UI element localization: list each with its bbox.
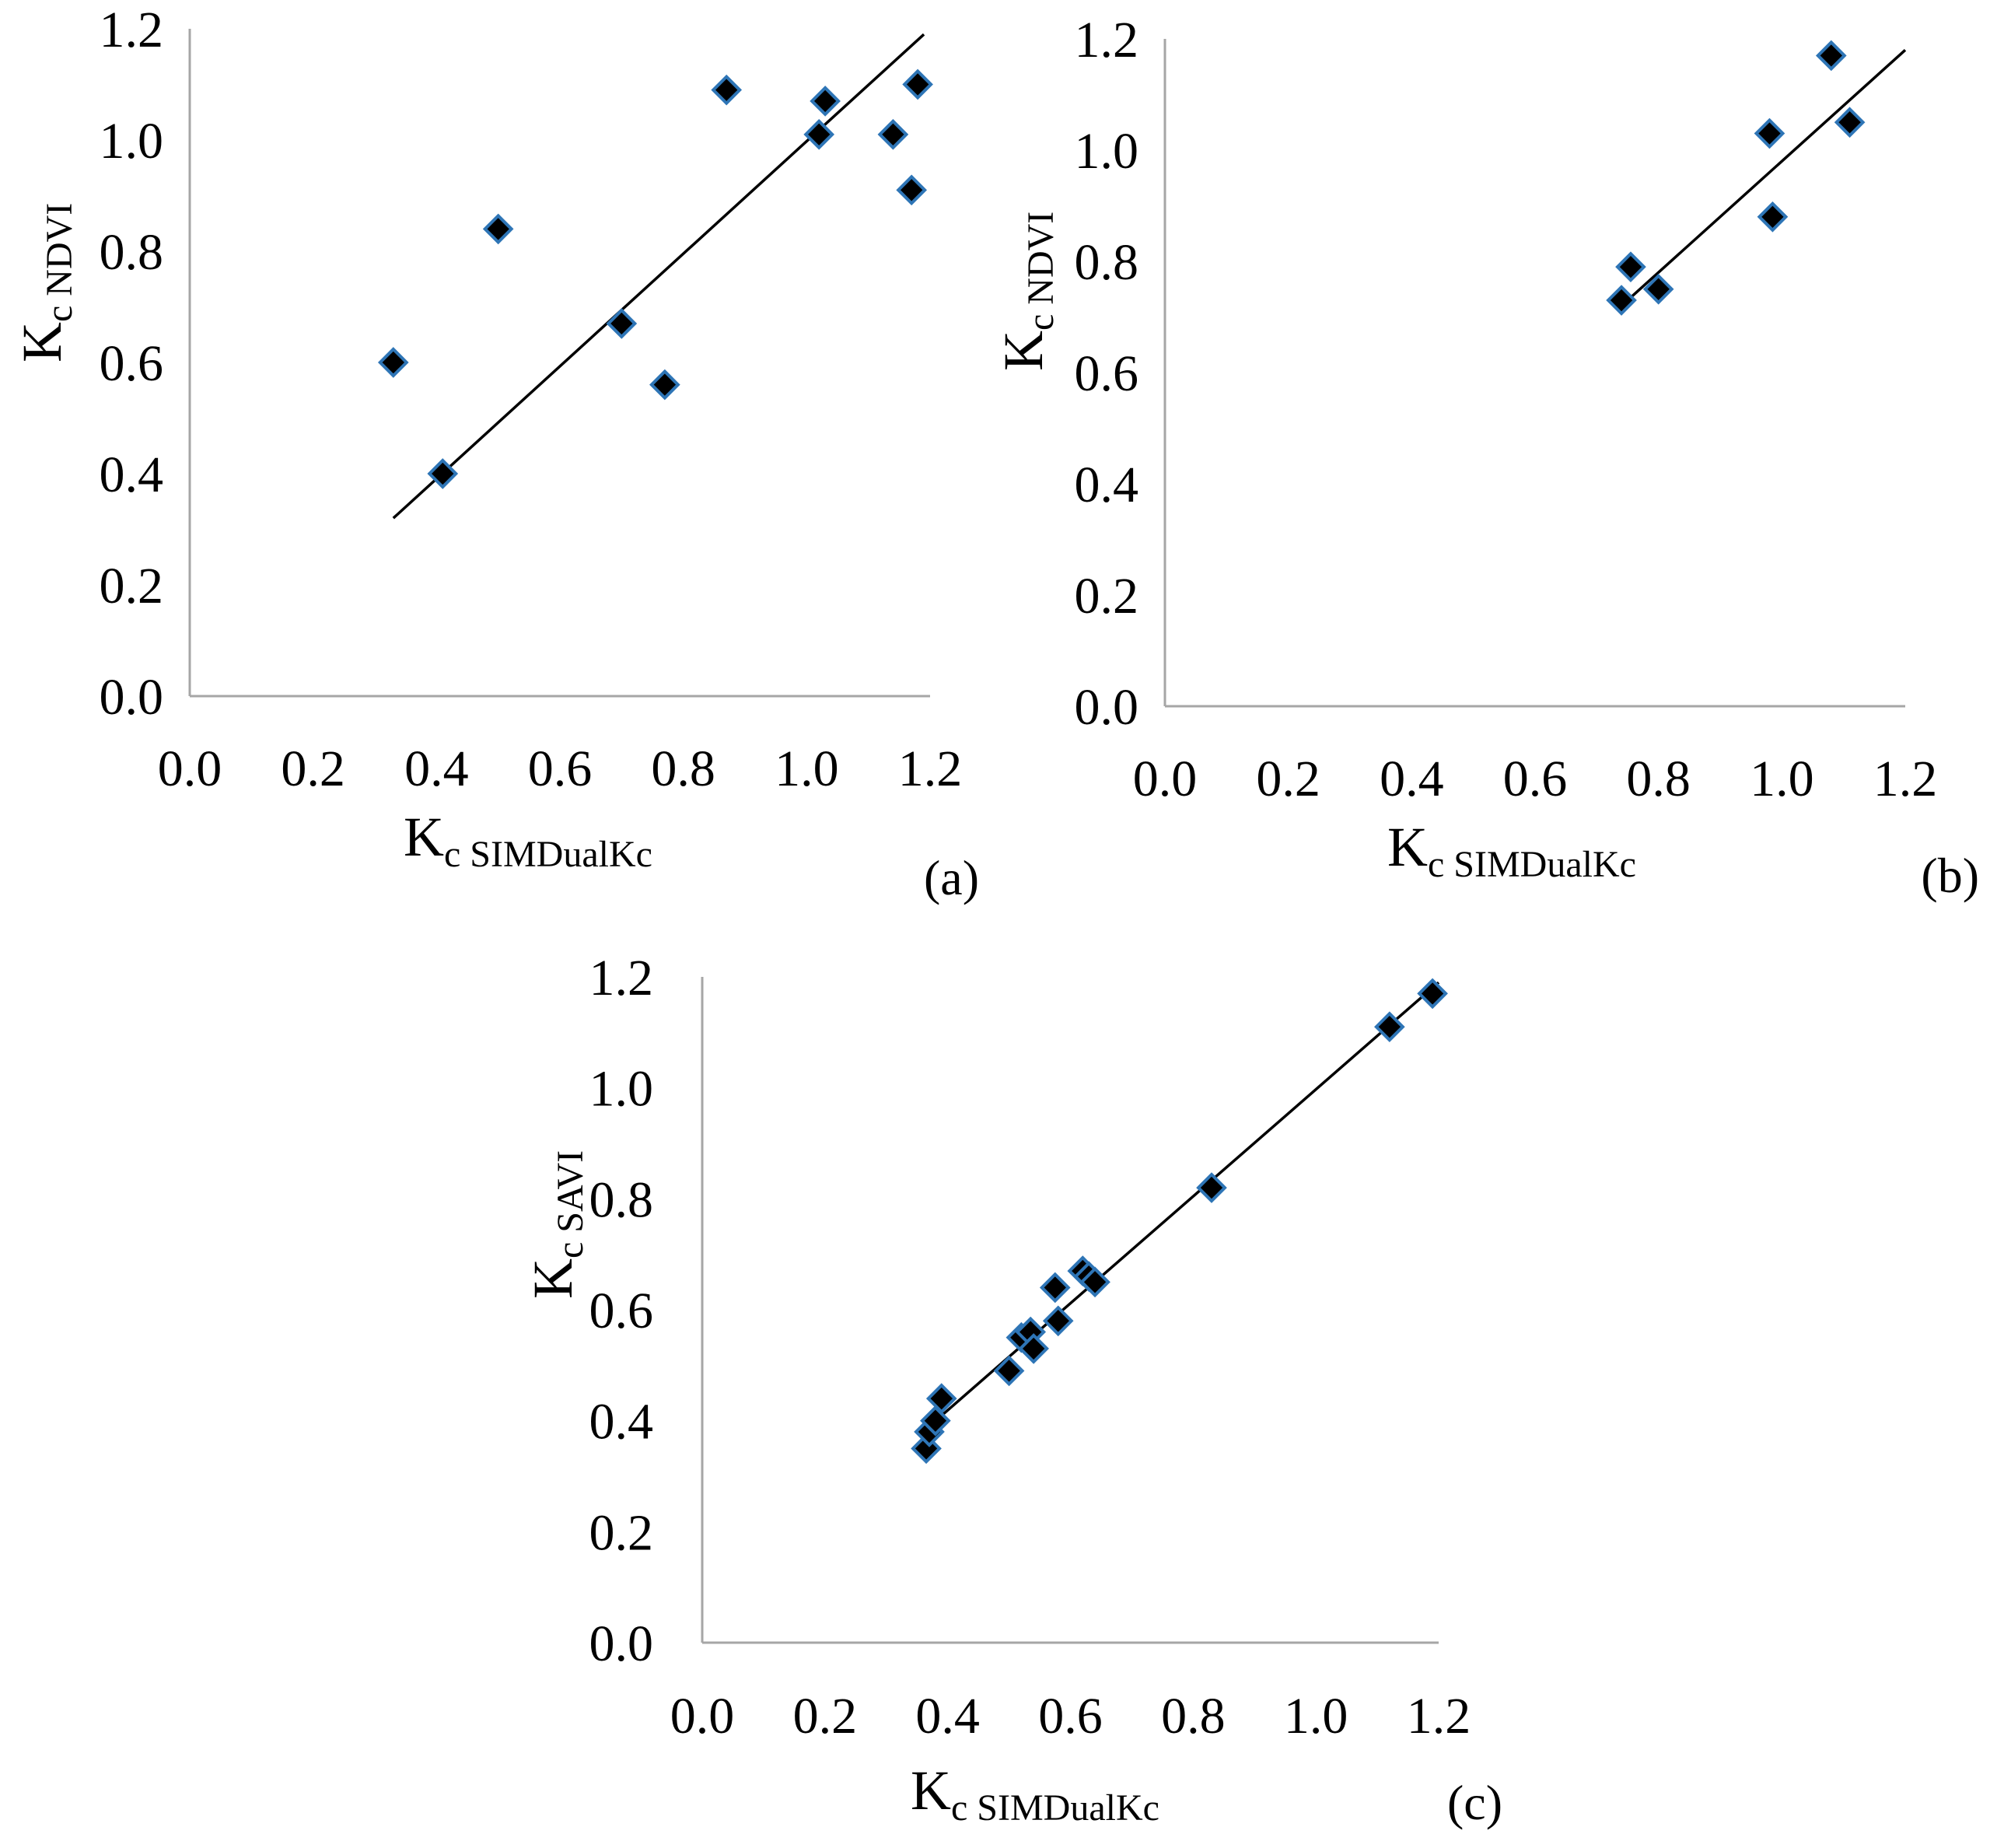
data-point xyxy=(1834,107,1866,138)
data-point xyxy=(810,86,841,117)
trendline xyxy=(1620,49,1907,307)
data-point xyxy=(427,458,459,489)
data-point xyxy=(1417,978,1448,1010)
y-tick-label: 0.6 xyxy=(1075,345,1139,402)
data-point xyxy=(1039,1272,1071,1304)
x-tick-label: 0.6 xyxy=(1503,751,1568,807)
x-tick-label: 1.0 xyxy=(1750,751,1814,807)
y-tick-label: 0.0 xyxy=(1075,679,1139,736)
y-tick-label: 0.8 xyxy=(100,224,164,281)
xlabel-main: K xyxy=(911,1759,951,1822)
x-axis-label: Kc SIMDualKc xyxy=(911,1759,1159,1829)
y-tick-label: 0.4 xyxy=(589,1394,654,1451)
data-point xyxy=(877,119,909,150)
y-tick-label: 1.0 xyxy=(1075,123,1139,180)
x-tick-label: 0.6 xyxy=(528,740,593,797)
xlabel-subscript: c SIMDualKc xyxy=(951,1787,1159,1829)
x-tick-label: 0.0 xyxy=(1133,751,1198,807)
data-point xyxy=(649,369,680,401)
trendline xyxy=(928,981,1440,1428)
data-point xyxy=(606,308,638,339)
ylabel-main: K xyxy=(11,322,73,362)
x-tick-label: 0.0 xyxy=(158,740,222,797)
data-point xyxy=(1615,251,1646,282)
data-point xyxy=(1757,201,1789,233)
data-point xyxy=(803,119,835,150)
y-tick-label: 0.0 xyxy=(589,1615,654,1672)
y-tick-label: 1.2 xyxy=(100,2,164,58)
x-axis-label: Kc SIMDualKc xyxy=(404,806,652,875)
xlabel-main: K xyxy=(1387,816,1428,878)
data-point xyxy=(920,1405,951,1437)
chart-panel-a: 0.0 0.2 0.4 0.6 0.8 1.0 1.2 0.0 0.2 0.4 0.6 0.8 1.0 1… xyxy=(11,2,979,905)
data-point xyxy=(1374,1011,1405,1043)
x-tick-label: 1.2 xyxy=(1407,1688,1471,1745)
data-point xyxy=(482,213,514,245)
y-tick-label: 1.0 xyxy=(589,1061,654,1118)
ylabel-subscript: c NDVI xyxy=(39,203,80,322)
data-point xyxy=(711,74,743,106)
x-tick-label: 1.0 xyxy=(1284,1688,1348,1745)
x-tick-label: 0.6 xyxy=(1038,1688,1103,1745)
panel-label: (c) xyxy=(1447,1775,1502,1830)
y-tick-label: 0.4 xyxy=(100,446,164,503)
data-point xyxy=(1815,40,1847,72)
y-tick-label: 0.2 xyxy=(1075,568,1139,625)
data-point xyxy=(1754,117,1785,149)
chart-panel-c: 0.0 0.2 0.4 0.6 0.8 1.0 1.2 0.0 0.2 0.4 0.6 0.8 1.0 1… xyxy=(522,950,1502,1830)
y-tick-label: 1.0 xyxy=(100,113,164,170)
y-tick-label: 0.2 xyxy=(100,558,164,614)
panel-label: (b) xyxy=(1921,848,1979,903)
data-point xyxy=(1042,1305,1074,1337)
data-point xyxy=(896,174,928,206)
xlabel-subscript: c SIMDualKc xyxy=(1428,844,1636,885)
data-point xyxy=(902,68,933,100)
y-axis-label: Kc SAVI xyxy=(522,1150,591,1299)
y-tick-label: 1.2 xyxy=(589,950,654,1006)
ylabel-main: K xyxy=(522,1258,584,1299)
y-axis-label: Kc NDVI xyxy=(992,212,1061,371)
data-point xyxy=(1196,1172,1227,1203)
x-tick-label: 0.8 xyxy=(1161,1688,1226,1745)
x-tick-label: 0.4 xyxy=(1380,751,1444,807)
ylabel-main: K xyxy=(992,331,1054,371)
x-tick-label: 0.2 xyxy=(281,740,345,797)
y-tick-label: 0.6 xyxy=(589,1283,654,1339)
x-tick-label: 1.2 xyxy=(1873,751,1938,807)
data-point xyxy=(925,1383,957,1414)
chart-panel-b: 0.0 0.2 0.4 0.6 0.8 1.0 1.2 0.0 0.2 0.4 0.6 0.8 1.0 1… xyxy=(992,12,1979,903)
y-tick-label: 0.2 xyxy=(589,1504,654,1561)
x-tick-label: 0.2 xyxy=(793,1688,858,1745)
x-tick-label: 0.4 xyxy=(915,1688,980,1745)
xlabel-subscript: c SIMDualKc xyxy=(444,834,652,875)
y-tick-label: 0.6 xyxy=(100,335,164,392)
x-tick-label: 0.4 xyxy=(404,740,469,797)
y-tick-label: 0.8 xyxy=(1075,234,1139,291)
x-tick-label: 0.0 xyxy=(670,1688,735,1745)
xlabel-main: K xyxy=(404,806,444,868)
panel-label: (a) xyxy=(924,850,979,905)
data-point xyxy=(1642,273,1674,305)
y-axis-label: Kc NDVI xyxy=(11,203,80,362)
y-tick-label: 0.8 xyxy=(589,1171,654,1228)
y-tick-label: 1.2 xyxy=(1075,12,1139,68)
x-tick-label: 0.8 xyxy=(651,740,715,797)
y-tick-label: 0.0 xyxy=(100,669,164,726)
x-tick-label: 0.8 xyxy=(1626,751,1691,807)
data-point xyxy=(377,347,409,378)
ylabel-subscript: c NDVI xyxy=(1020,212,1061,331)
x-tick-label: 0.2 xyxy=(1256,751,1320,807)
data-point xyxy=(1079,1266,1110,1298)
data-point xyxy=(1018,1333,1049,1364)
y-tick-label: 0.4 xyxy=(1075,457,1139,513)
x-tick-label: 1.2 xyxy=(898,740,963,797)
x-axis-label: Kc SIMDualKc xyxy=(1387,816,1636,885)
ylabel-subscript: c SAVI xyxy=(550,1150,591,1258)
data-point xyxy=(1606,285,1637,316)
trendline xyxy=(392,33,925,520)
data-point xyxy=(993,1355,1025,1387)
x-tick-label: 1.0 xyxy=(775,740,839,797)
